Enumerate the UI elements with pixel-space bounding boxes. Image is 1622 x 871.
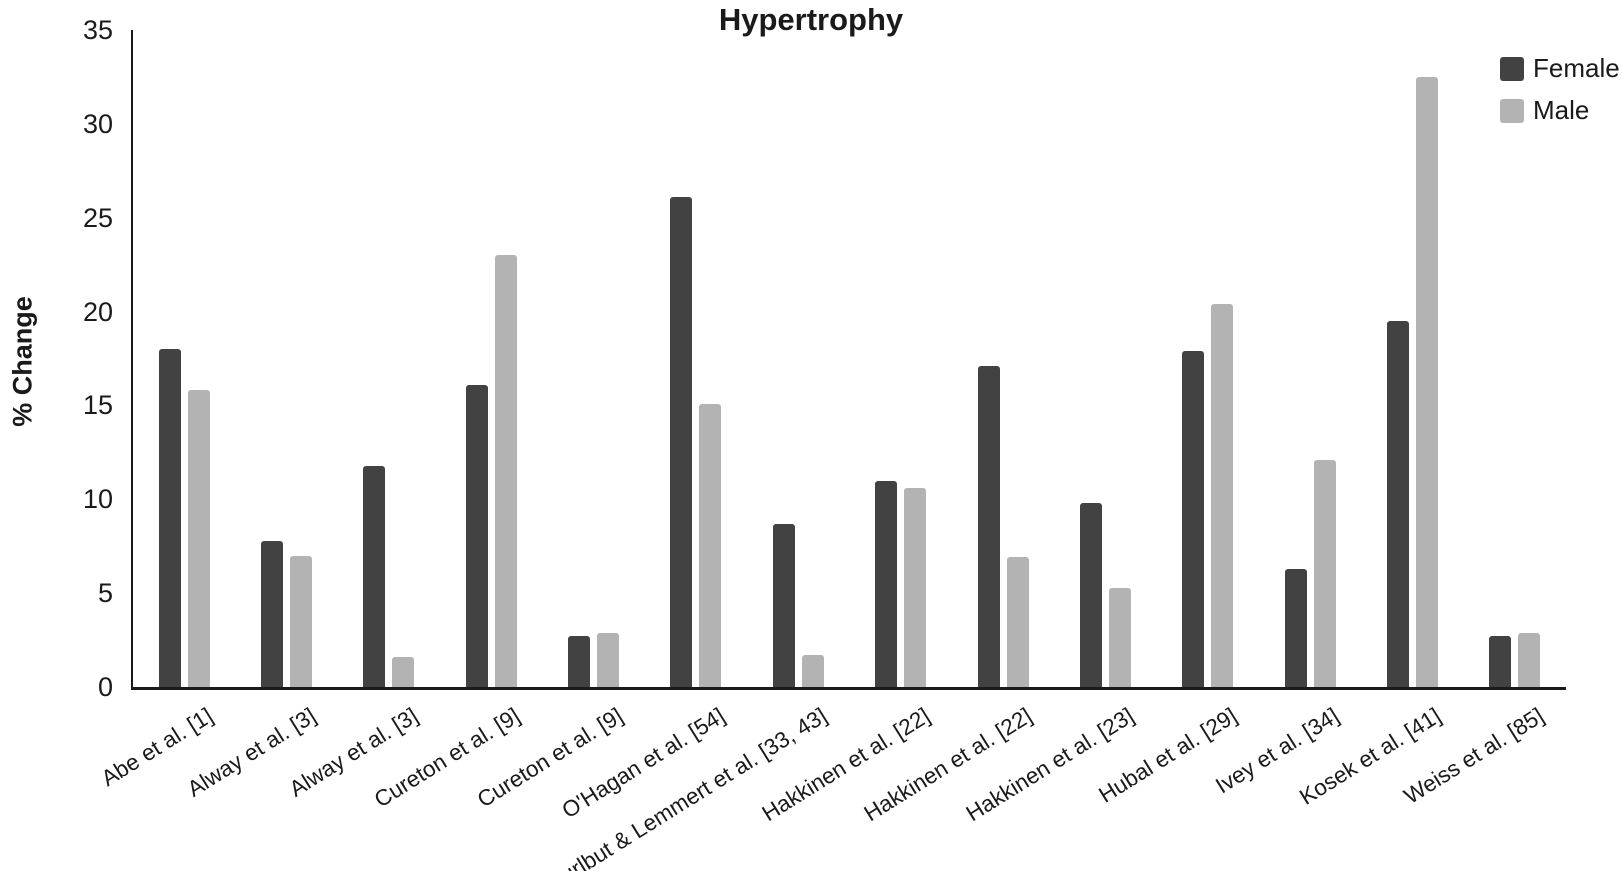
bar-male <box>904 488 927 687</box>
y-axis-label: % Change <box>7 296 38 427</box>
y-tick-label: 5 <box>97 578 113 609</box>
bar-male <box>1211 304 1234 687</box>
y-tick-label: 30 <box>82 108 113 139</box>
y-tick-label: 0 <box>97 672 113 702</box>
bar-female <box>568 636 591 687</box>
bar-male <box>699 403 722 687</box>
bar-female <box>1284 568 1307 687</box>
bar-female <box>1386 320 1409 687</box>
y-tick-label: 15 <box>82 390 113 421</box>
legend-item-female: Female <box>1500 53 1620 84</box>
bar-male <box>1313 459 1336 687</box>
chart-title: Hypertrophy <box>718 2 904 37</box>
bar-male <box>392 656 415 687</box>
legend-label: Female <box>1533 53 1620 83</box>
legend: Female Male <box>1500 53 1620 137</box>
bar-female <box>875 480 898 687</box>
y-tick-label: 20 <box>82 296 113 327</box>
bar-male <box>1518 632 1541 687</box>
plot-area <box>131 30 1566 690</box>
bar-male <box>1006 557 1029 687</box>
bar-female <box>670 197 693 687</box>
bar-female <box>772 523 795 687</box>
legend-label: Male <box>1533 95 1590 125</box>
bar-male <box>1415 76 1438 687</box>
y-tick-label: 25 <box>82 202 113 233</box>
bar-female <box>261 540 284 687</box>
bar-female <box>1182 351 1205 687</box>
y-tick-label: 10 <box>82 484 113 515</box>
bar-male <box>597 632 620 687</box>
bar-male <box>494 255 517 687</box>
legend-item-male: Male <box>1500 95 1620 126</box>
bar-male <box>801 655 824 687</box>
bar-male <box>187 390 210 687</box>
bar-female <box>465 384 488 687</box>
bar-female <box>1489 636 1512 687</box>
legend-swatch-male <box>1500 98 1524 123</box>
bar-female <box>1079 503 1102 687</box>
y-tick-label: 35 <box>82 15 113 45</box>
bar-male <box>1108 587 1131 687</box>
bar-female <box>158 349 181 687</box>
bar-female <box>363 465 386 687</box>
bar-female <box>977 366 1000 687</box>
x-tick-label: Alway et al. [3] <box>182 703 320 802</box>
legend-swatch-female <box>1500 56 1524 81</box>
bar-male <box>290 555 313 687</box>
